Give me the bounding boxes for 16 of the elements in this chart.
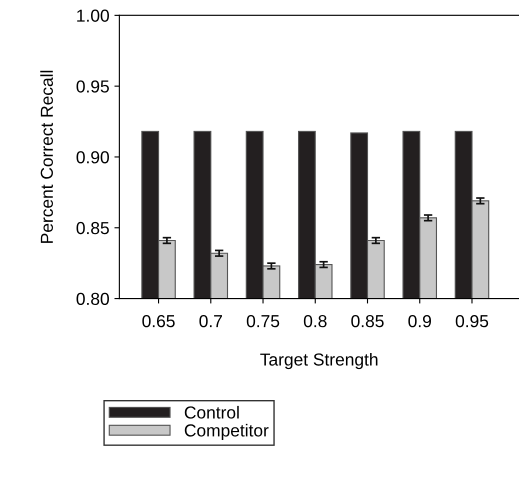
x-axis-title: Target Strength	[260, 352, 378, 370]
x-tick-label: 0.85	[351, 314, 384, 328]
y-tick-label: 0.80	[76, 292, 109, 306]
y-tick-label: 0.85	[76, 222, 109, 234]
x-tick-label: 0.65	[142, 314, 175, 328]
legend-label: Control	[184, 406, 239, 419]
y-axis-title: Percent Correct Recall	[40, 70, 53, 243]
y-tick-label: 1.00	[77, 10, 109, 22]
x-tick-label: 0.95	[456, 314, 488, 328]
legend-label: Competitor	[184, 424, 269, 440]
y-tick-label: 0.90	[76, 151, 109, 164]
x-tick-label: 0.9	[408, 314, 431, 328]
x-tick-label: 0.75	[246, 314, 280, 328]
x-tick-label: 0.8	[304, 314, 327, 328]
y-tick-label: 0.95	[76, 80, 109, 93]
x-tick-label: 0.7	[199, 314, 222, 328]
